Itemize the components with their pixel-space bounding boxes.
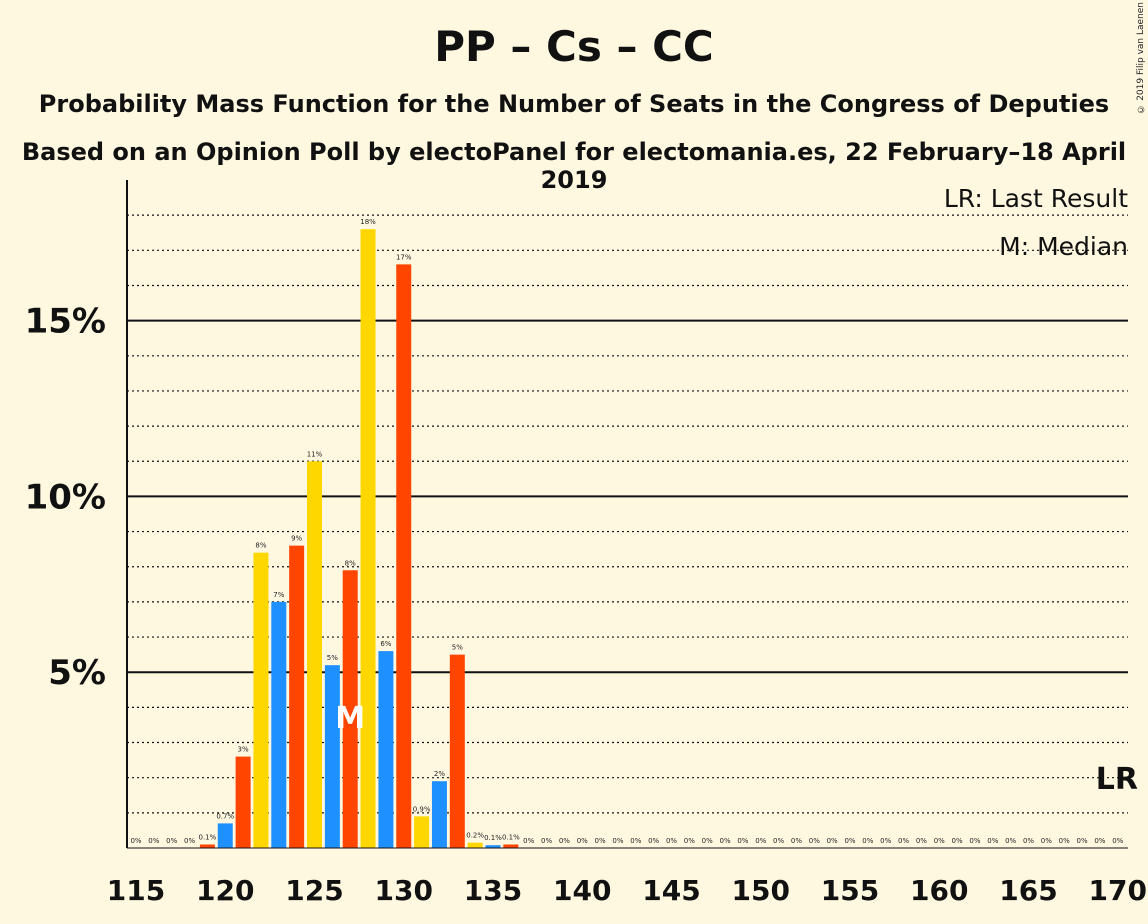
bar-seat-122 — [253, 552, 269, 848]
bar-label: 0% — [844, 837, 855, 845]
bar-seat-135 — [485, 845, 501, 848]
bar-label: 0% — [130, 837, 141, 845]
bar-label: 0% — [987, 837, 998, 845]
bar-label: 0% — [1041, 837, 1052, 845]
chart-subtitle: Probability Mass Function for the Number… — [38, 90, 1110, 118]
bar-label: 0% — [1094, 837, 1105, 845]
bar-label: 7% — [273, 591, 284, 599]
bar-label: 0% — [755, 837, 766, 845]
x-tick-label: 145 — [642, 874, 700, 907]
bar-label: 8% — [255, 542, 266, 550]
bar-label: 0% — [969, 837, 980, 845]
bar-label: 0% — [559, 837, 570, 845]
bar-label: 0.1% — [199, 833, 217, 841]
bar-label: 0.2% — [466, 832, 484, 840]
y-tick-label: 5% — [48, 653, 106, 693]
bar-seat-133 — [449, 654, 465, 848]
x-tick-label: 170 — [1089, 874, 1147, 907]
bar-label: 0% — [827, 837, 838, 845]
bar-label: 0% — [898, 837, 909, 845]
x-tick-label: 125 — [285, 874, 343, 907]
bar-label: 6% — [380, 640, 391, 648]
bar-label: 0.1% — [502, 833, 520, 841]
bar-label: 3% — [238, 746, 249, 754]
y-tick-label: 10% — [25, 477, 106, 517]
legend-last-result: LR: Last Result — [943, 184, 1128, 213]
bar-label: 0% — [773, 837, 784, 845]
bar-label: 0% — [612, 837, 623, 845]
bar-label: 0.9% — [413, 805, 431, 813]
x-tick-label: 120 — [196, 874, 254, 907]
x-tick-label: 115 — [107, 874, 165, 907]
x-tick-label: 165 — [999, 874, 1057, 907]
bar-label: 0% — [1005, 837, 1016, 845]
bar-label: 5% — [327, 654, 338, 662]
chart-source: Based on an Opinion Poll by electoPanel … — [21, 138, 1127, 194]
bar-label: 0% — [630, 837, 641, 845]
y-tick-label: 15% — [25, 302, 106, 342]
bar-seat-121 — [235, 756, 251, 848]
bar-label: 0% — [916, 837, 927, 845]
bar-label: 9% — [291, 535, 302, 543]
bar-label: 0% — [1076, 837, 1087, 845]
bar-seat-127 — [342, 570, 358, 848]
last-result-marker: LR — [1096, 762, 1138, 797]
bar-seat-130 — [396, 264, 412, 849]
chart-title: PP – Cs – CC — [434, 22, 714, 71]
bar-label: 0% — [1059, 837, 1070, 845]
bar-seat-136 — [503, 844, 519, 848]
bar-label: 0% — [148, 837, 159, 845]
bar-label: 0% — [719, 837, 730, 845]
bar-label: 17% — [396, 253, 412, 261]
bar-label: 2% — [434, 770, 445, 778]
bar-label: 5% — [452, 644, 463, 652]
bar-label: 0% — [809, 837, 820, 845]
bar-seat-119 — [199, 844, 215, 848]
bar-label: 0% — [684, 837, 695, 845]
bar-seat-123 — [271, 601, 287, 848]
bar-label: 8% — [345, 559, 356, 567]
bar-label: 11% — [307, 450, 323, 458]
bar-label: 0% — [791, 837, 802, 845]
x-tick-label: 160 — [910, 874, 968, 907]
bar-label: 0% — [184, 837, 195, 845]
bar-seat-134 — [467, 842, 483, 848]
bar-label: 0% — [862, 837, 873, 845]
bar-label: 0% — [880, 837, 891, 845]
bar-seat-125 — [307, 461, 322, 848]
bar-label: 0% — [577, 837, 588, 845]
x-tick-label: 155 — [821, 874, 879, 907]
bar-label: 0.1% — [484, 834, 502, 842]
bar-label: 0% — [595, 837, 606, 845]
legend-median: M: Median — [999, 232, 1128, 261]
bar-seat-126 — [324, 665, 340, 848]
bar-label: 0% — [648, 837, 659, 845]
bar-label: 0% — [737, 837, 748, 845]
x-tick-label: 140 — [553, 874, 611, 907]
bar-seat-132 — [431, 781, 447, 848]
bar-label: 0% — [952, 837, 963, 845]
x-tick-label: 135 — [464, 874, 522, 907]
x-tick-label: 130 — [375, 874, 433, 907]
bar-label: 0% — [934, 837, 945, 845]
bar-label: 0% — [666, 837, 677, 845]
bar-label: 18% — [360, 218, 376, 226]
x-tick-label: 150 — [732, 874, 790, 907]
bar-label: 0% — [523, 837, 534, 845]
bar-label: 0% — [1112, 837, 1123, 845]
bar-seat-128 — [360, 229, 376, 848]
bar-label: 0% — [166, 837, 177, 845]
bar-label: 0% — [541, 837, 552, 845]
bar-seat-120 — [217, 823, 233, 848]
bar-seat-129 — [378, 651, 394, 848]
median-marker: M — [335, 701, 365, 736]
bar-label: 0.7% — [216, 812, 234, 820]
bar-seat-124 — [289, 545, 305, 848]
bar-label: 0% — [1023, 837, 1034, 845]
bar-seat-131 — [414, 816, 430, 848]
bar-label: 0% — [702, 837, 713, 845]
